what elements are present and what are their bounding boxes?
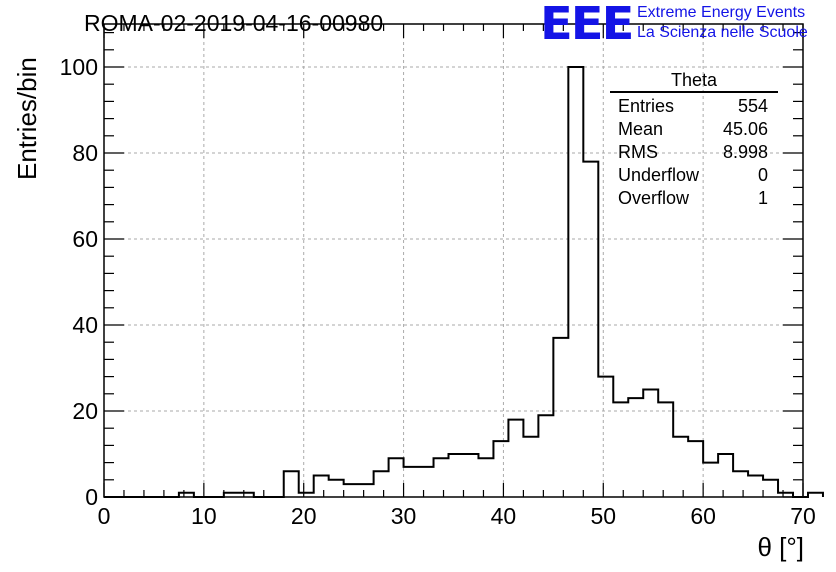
x-tick-label: 60: [690, 503, 716, 529]
logo-line-1: Extreme Energy Events: [637, 4, 806, 21]
grid-lines: [104, 24, 803, 497]
stats-label: Underflow: [618, 165, 700, 185]
plot-frame: [103, 23, 804, 498]
stats-label: Mean: [618, 119, 664, 139]
stats-row-rms: RMS 8.998: [610, 141, 778, 164]
stats-label: Entries: [618, 96, 675, 116]
chart-title: ROMA-02-2019-04-16-00980: [84, 10, 384, 36]
stats-box: Theta Entries 554 Mean 45.06 RMS 8.998 U…: [610, 70, 778, 210]
x-tick-label: 0: [98, 503, 111, 529]
x-tick-label: 40: [491, 503, 517, 529]
x-tick-label: 30: [391, 503, 417, 529]
axis-ticks: [103, 24, 804, 498]
stats-label: RMS: [618, 142, 658, 162]
stats-value: 0: [757, 165, 768, 185]
y-axis-label: Entries/bin: [12, 57, 42, 180]
stats-value: 8.998: [722, 142, 768, 162]
x-tick-label: 20: [291, 503, 317, 529]
x-tick-label: 50: [590, 503, 616, 529]
y-tick-label: 80: [72, 140, 98, 166]
stats-value: 45.06: [722, 119, 768, 139]
stats-row-mean: Mean 45.06: [610, 118, 778, 141]
stats-row-entries: Entries 554: [610, 95, 778, 118]
x-tick-label: 70: [790, 503, 816, 529]
logo-line-2: La Scienza nelle Scuole: [637, 24, 808, 41]
eee-logo-mark: EEE: [540, 0, 634, 51]
stats-row-underflow: Underflow 0: [610, 164, 778, 187]
stats-row-overflow: Overflow 1: [610, 187, 778, 210]
y-tick-label: 0: [85, 484, 98, 510]
stats-value: 554: [737, 96, 768, 116]
y-tick-label: 20: [72, 398, 98, 424]
stats-title: Theta: [610, 70, 778, 93]
x-tick-label: 10: [191, 503, 217, 529]
y-tick-label: 40: [72, 312, 98, 338]
y-tick-label: 60: [72, 226, 98, 252]
y-tick-label: 100: [60, 54, 98, 80]
stats-value: 1: [757, 188, 768, 208]
stats-label: Overflow: [618, 188, 690, 208]
x-axis-label: θ [°]: [757, 532, 804, 562]
